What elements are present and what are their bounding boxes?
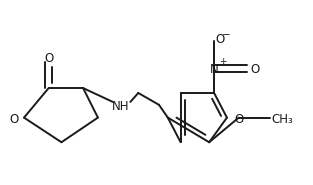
Text: O: O: [215, 33, 225, 46]
Text: O: O: [251, 63, 260, 76]
Text: NH: NH: [112, 100, 129, 113]
Text: O: O: [234, 113, 244, 126]
Text: CH₃: CH₃: [271, 113, 293, 126]
Text: N: N: [210, 63, 218, 76]
Text: −: −: [222, 30, 230, 40]
Text: O: O: [44, 52, 53, 65]
Text: +: +: [219, 57, 227, 66]
Text: O: O: [9, 113, 19, 126]
